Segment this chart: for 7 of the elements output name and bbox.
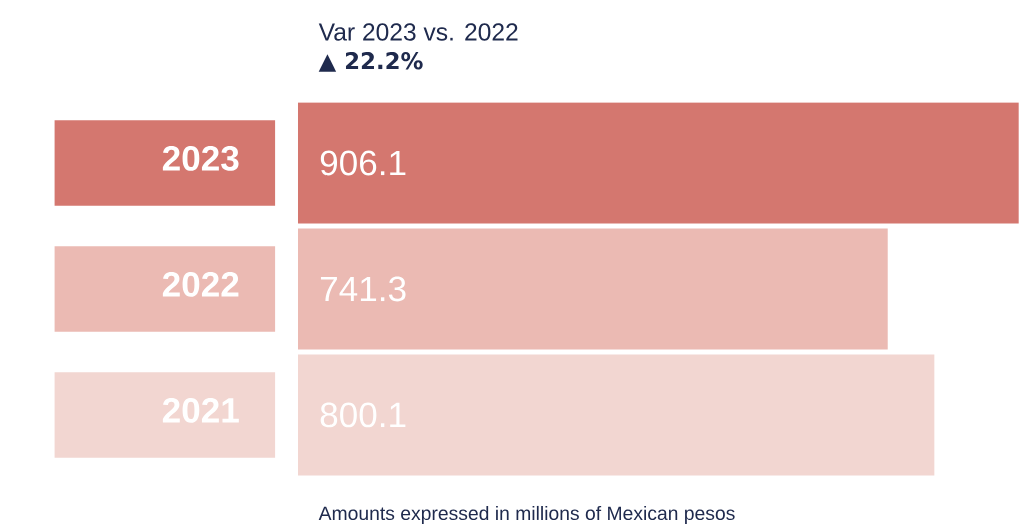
text: Amounts expressed in millions of Mexican pesos — [318, 506, 735, 525]
y-tick-label: 2022 — [162, 272, 239, 297]
chart-title: Var 2023 vs. 2022 — [318, 23, 518, 41]
data-label: 906.1 — [320, 150, 406, 176]
data-label: 741.3 — [320, 276, 406, 302]
y-tick-label: 2023 — [162, 146, 239, 171]
chart-subtitle: ▲ 22.2% — [318, 52, 423, 72]
